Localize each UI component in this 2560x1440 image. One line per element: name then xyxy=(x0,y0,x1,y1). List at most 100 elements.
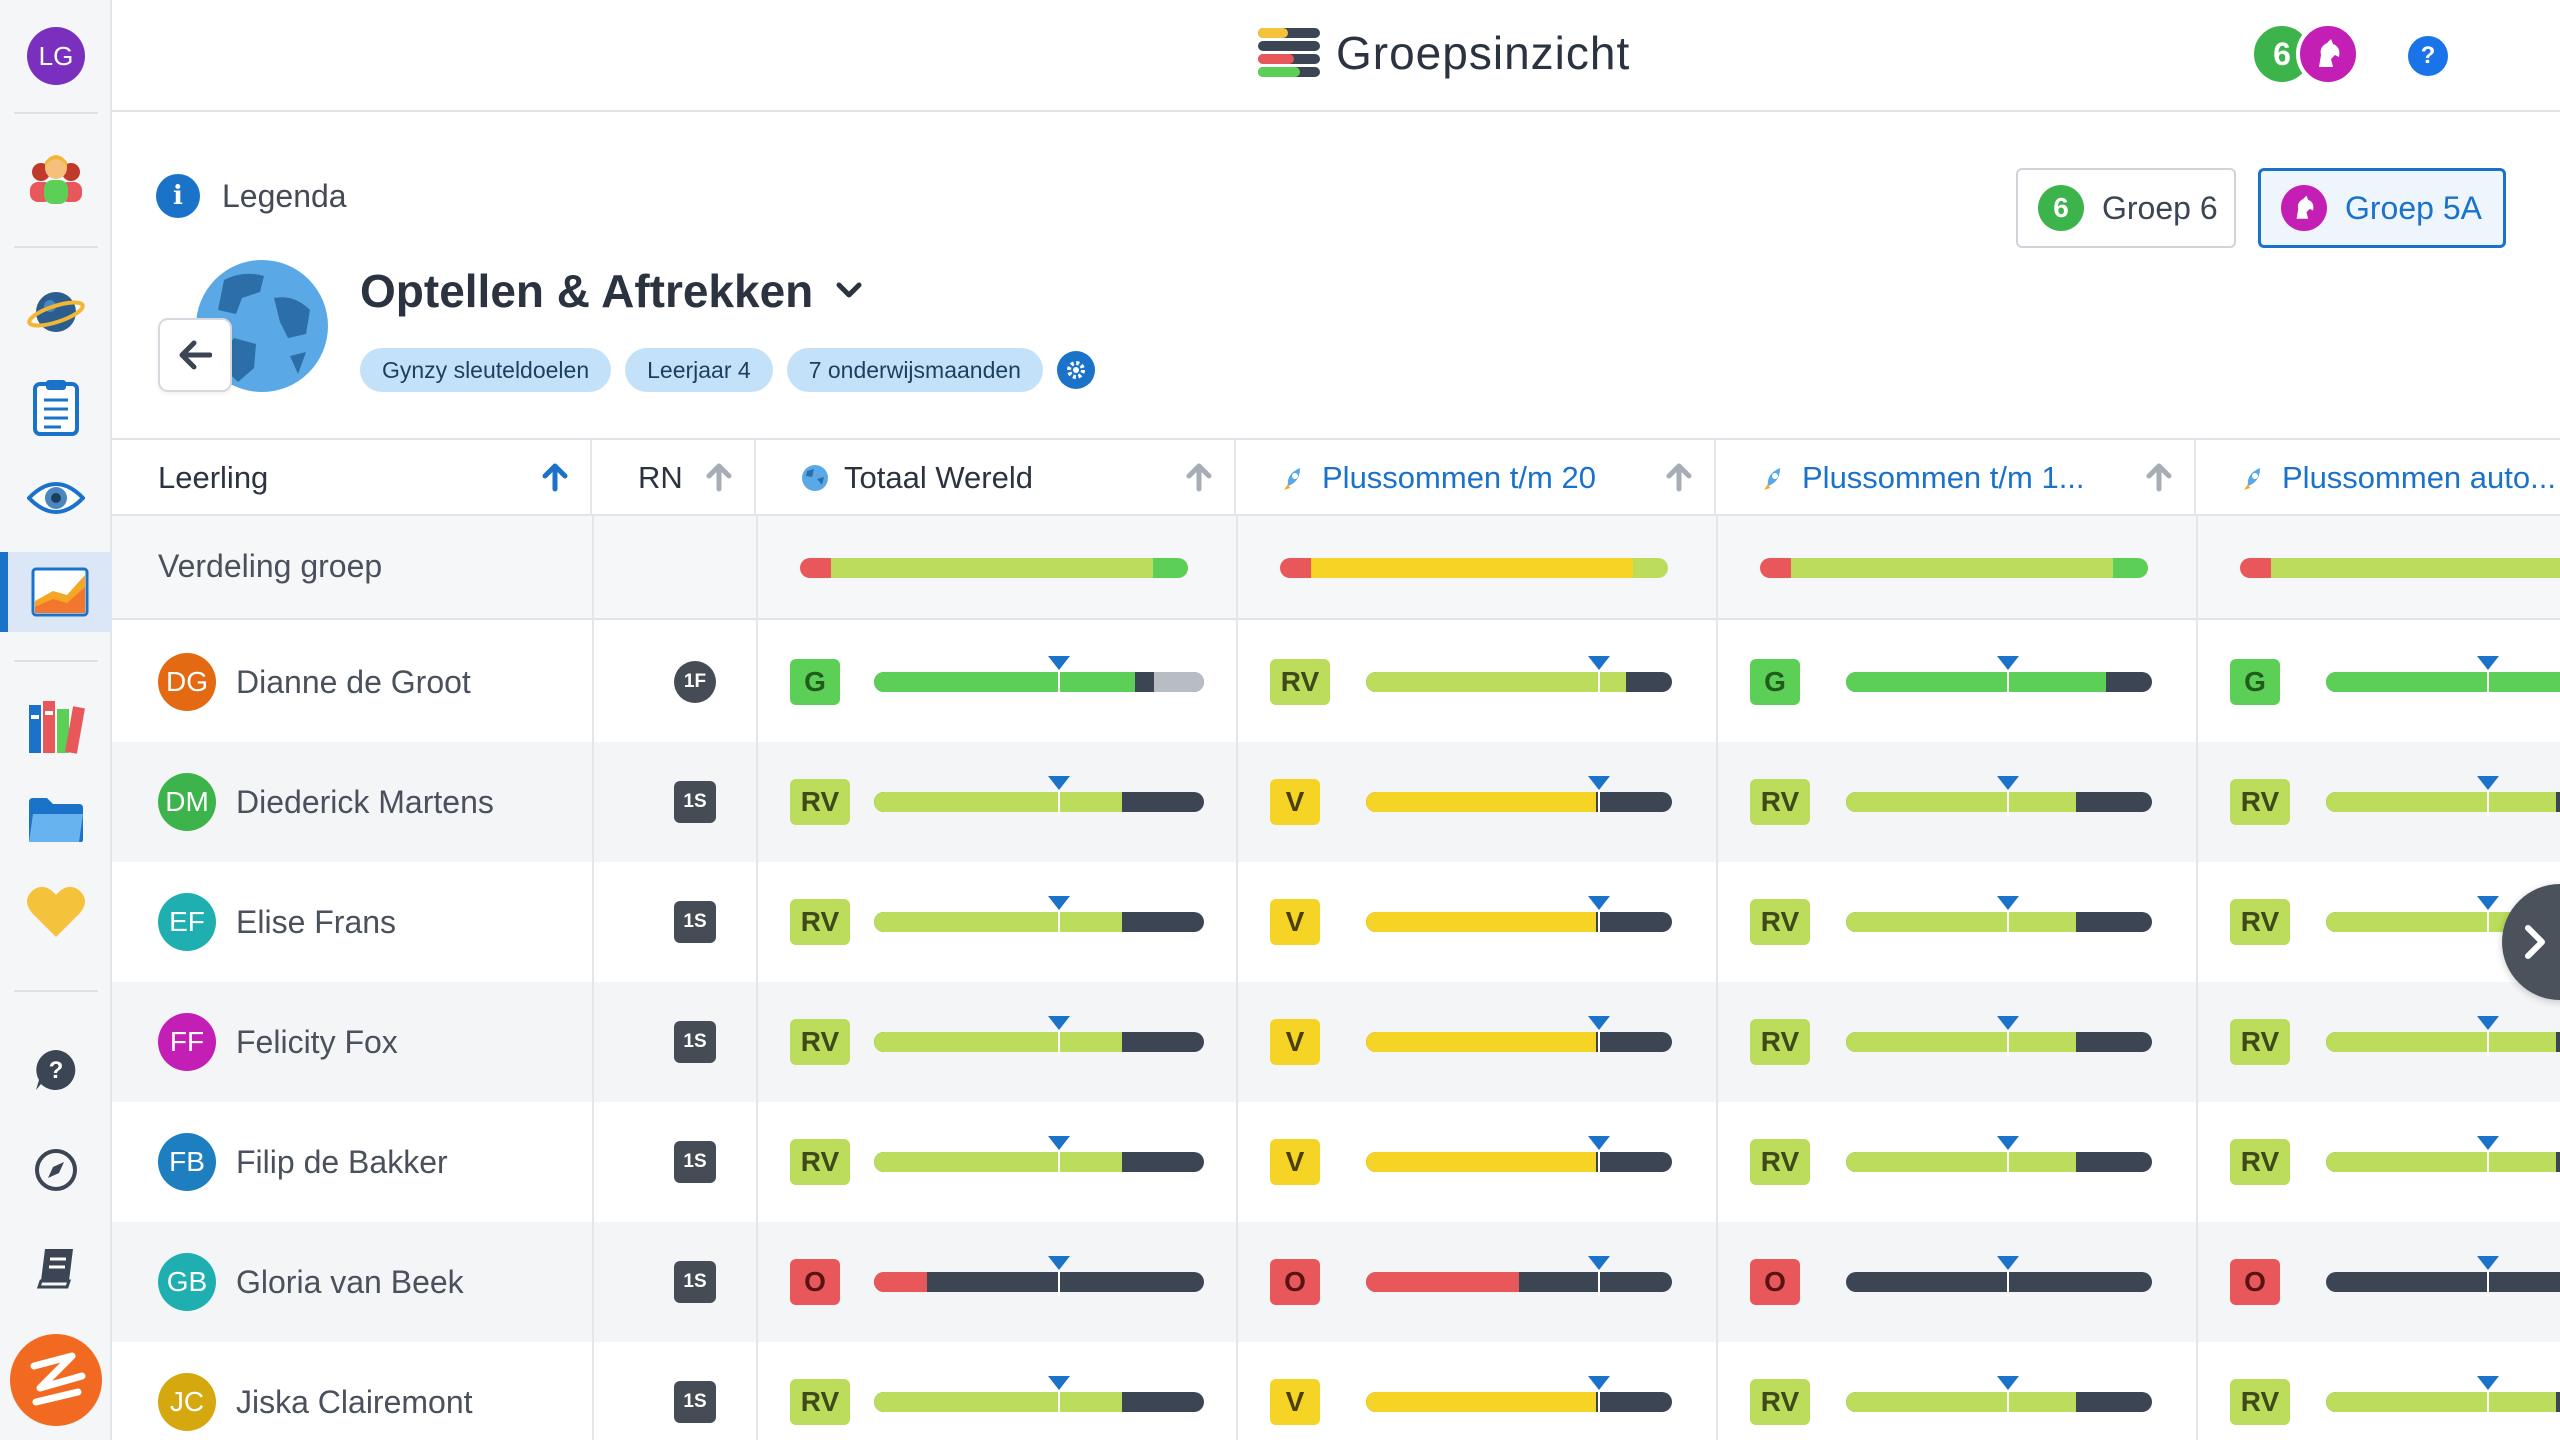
level-badge[interactable]: V xyxy=(1270,1019,1320,1065)
target-marker-line xyxy=(1597,668,1600,696)
header-student[interactable]: Leerling xyxy=(112,440,592,516)
sort-arrow-up-icon[interactable] xyxy=(704,462,734,492)
progress-fill xyxy=(874,1392,1122,1412)
distribution-segment xyxy=(2271,558,2560,578)
group-6-icon: 6 xyxy=(2038,185,2084,231)
level-badge[interactable]: RV xyxy=(2230,899,2290,945)
avatar: GB xyxy=(158,1253,216,1311)
target-marker-line xyxy=(2007,1268,2010,1296)
progress-bar xyxy=(1846,1392,2152,1412)
level-badge[interactable]: RV xyxy=(790,1019,850,1065)
back-button[interactable] xyxy=(158,318,232,392)
level-badge[interactable]: RV xyxy=(1750,1019,1810,1065)
table-row[interactable]: JC Jiska Clairemont 1S RV V RV RV xyxy=(112,1342,2560,1440)
target-marker-icon xyxy=(1997,1256,2020,1270)
header-rn[interactable]: RN xyxy=(592,440,756,516)
level-badge[interactable]: V xyxy=(1270,899,1320,945)
sidebar-item-group-insight[interactable] xyxy=(0,552,112,632)
target-marker-line xyxy=(1597,1148,1600,1176)
level-badge[interactable]: V xyxy=(1270,1379,1320,1425)
sort-arrow-up-icon[interactable] xyxy=(540,462,570,492)
table-row[interactable]: FB Filip de Bakker 1S RV V RV RV xyxy=(112,1102,2560,1222)
student-name[interactable]: Gloria van Beek xyxy=(236,1263,464,1300)
table-row[interactable]: GB Gloria van Beek 1S O O O O xyxy=(112,1222,2560,1342)
level-badge[interactable]: O xyxy=(790,1259,840,1305)
level-badge[interactable]: RV xyxy=(2230,1379,2290,1425)
progress-tail xyxy=(1154,672,1204,692)
sidebar-item-help[interactable]: ? xyxy=(0,1040,112,1100)
level-badge[interactable]: RV xyxy=(2230,779,2290,825)
progress-bar xyxy=(2326,1392,2560,1412)
level-badge[interactable]: RV xyxy=(1750,1139,1810,1185)
progress-bar xyxy=(2326,1272,2560,1292)
sort-arrow-up-icon[interactable] xyxy=(1184,462,1214,492)
target-marker-icon xyxy=(2477,1256,2500,1270)
table-row[interactable]: EF Elise Frans 1S RV V RV RV xyxy=(112,862,2560,982)
table-row[interactable]: DG Dianne de Groot 1F G RV G G xyxy=(112,622,2560,742)
progress-fill xyxy=(874,792,1122,812)
legend-button[interactable]: i Legenda xyxy=(156,174,347,218)
progress-fill xyxy=(2326,672,2560,692)
level-badge[interactable]: RV xyxy=(790,1379,850,1425)
student-name[interactable]: Jiska Clairemont xyxy=(236,1383,473,1420)
level-badge[interactable]: V xyxy=(1270,1139,1320,1185)
header-col-0[interactable]: Totaal Wereld xyxy=(756,440,1236,516)
level-badge[interactable]: RV xyxy=(2230,1019,2290,1065)
level-badge[interactable]: O xyxy=(1750,1259,1800,1305)
level-badge[interactable]: O xyxy=(2230,1259,2280,1305)
sidebar-item-observe[interactable] xyxy=(0,468,112,528)
group-6-button[interactable]: 6 Groep 6 xyxy=(2016,168,2236,248)
sidebar-item-folders[interactable] xyxy=(0,790,112,850)
level-badge[interactable]: V xyxy=(1270,779,1320,825)
table-row[interactable]: FF Felicity Fox 1S RV V RV RV xyxy=(112,982,2560,1102)
group-switcher-badges[interactable]: 6 xyxy=(2250,22,2370,90)
sidebar-item-tasks[interactable] xyxy=(0,374,112,440)
level-badge[interactable]: RV xyxy=(1750,779,1810,825)
level-badge[interactable]: RV xyxy=(790,1139,850,1185)
level-badge[interactable]: O xyxy=(1270,1259,1320,1305)
student-name[interactable]: Filip de Bakker xyxy=(236,1143,448,1180)
level-badge[interactable]: RV xyxy=(1750,899,1810,945)
help-button[interactable]: ? xyxy=(2408,36,2448,76)
header-col-1[interactable]: Plussommen t/m 20 xyxy=(1236,440,1716,516)
sidebar-item-favorites[interactable] xyxy=(0,880,112,944)
level-badge[interactable]: RV xyxy=(1270,659,1330,705)
table-row[interactable]: DM Diederick Martens 1S RV V RV RV xyxy=(112,742,2560,862)
sidebar-item-manual[interactable] xyxy=(0,1238,112,1298)
progress-bar xyxy=(2326,1152,2560,1172)
sidebar-item-gynzy[interactable] xyxy=(0,1330,112,1430)
group-5a-button[interactable]: Groep 5A xyxy=(2258,168,2506,248)
settings-button[interactable] xyxy=(1056,351,1095,389)
subject-selector[interactable]: Optellen & Aftrekken xyxy=(360,264,863,318)
header-col-2[interactable]: Plussommen t/m 1... xyxy=(1716,440,2196,516)
svg-text:?: ? xyxy=(49,1057,64,1084)
level-badge[interactable]: RV xyxy=(790,899,850,945)
level-badge[interactable]: G xyxy=(2230,659,2280,705)
rn-badge: 1F xyxy=(674,661,716,703)
student-name[interactable]: Diederick Martens xyxy=(236,783,494,820)
sidebar-item-planet[interactable] xyxy=(0,280,112,344)
sort-arrow-up-icon[interactable] xyxy=(1664,462,1694,492)
header-col-3[interactable]: Plussommen auto... xyxy=(2196,440,2560,516)
chip-months: 7 onderwijsmaanden xyxy=(786,348,1043,392)
sort-arrow-up-icon[interactable] xyxy=(2144,462,2174,492)
level-badge[interactable]: RV xyxy=(1750,1379,1810,1425)
student-name[interactable]: Felicity Fox xyxy=(236,1023,398,1060)
user-avatar-button[interactable]: LG xyxy=(0,22,112,90)
student-name[interactable]: Elise Frans xyxy=(236,903,397,940)
progress-fill xyxy=(2326,912,2556,932)
progress-bar xyxy=(1366,1152,1672,1172)
level-badge[interactable]: G xyxy=(790,659,840,705)
level-badge[interactable]: RV xyxy=(790,779,850,825)
sidebar-item-students[interactable] xyxy=(0,146,112,210)
student-cell: FF Felicity Fox xyxy=(158,982,398,1102)
student-name[interactable]: Dianne de Groot xyxy=(236,663,471,700)
target-marker-line xyxy=(1057,1388,1060,1416)
level-badge[interactable]: G xyxy=(1750,659,1800,705)
level-badge[interactable]: RV xyxy=(2230,1139,2290,1185)
progress-fill xyxy=(874,1032,1122,1052)
sidebar-item-library[interactable] xyxy=(0,692,112,760)
chevron-down-icon xyxy=(836,282,862,298)
sidebar-item-explore[interactable] xyxy=(0,1140,112,1200)
target-marker-line xyxy=(2007,1028,2010,1056)
